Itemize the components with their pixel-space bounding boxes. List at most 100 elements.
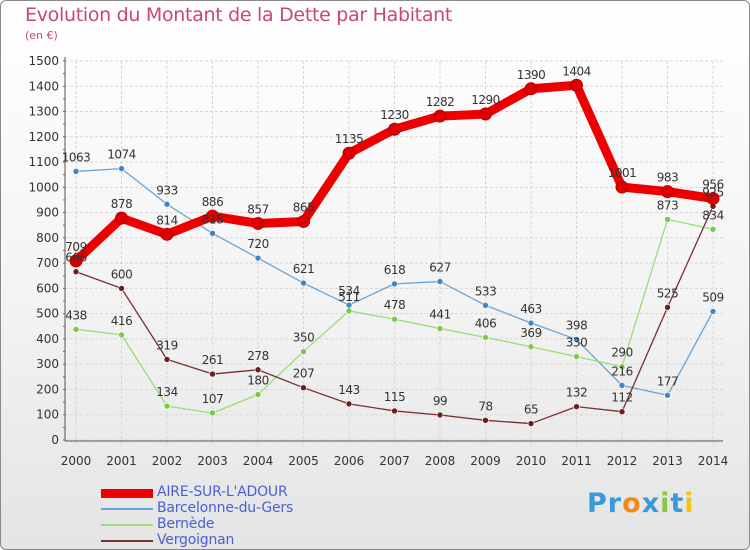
data-label: 290 xyxy=(611,346,632,360)
data-point xyxy=(573,403,580,410)
data-label: 134 xyxy=(156,385,177,399)
data-point xyxy=(706,191,720,205)
data-label: 416 xyxy=(111,314,132,328)
data-label: 132 xyxy=(566,386,587,400)
logo-letter: P xyxy=(587,488,608,519)
data-point xyxy=(300,279,307,287)
data-label: 1063 xyxy=(62,150,91,164)
logo-letter: x xyxy=(641,488,661,519)
y-tick-label: 800 xyxy=(36,231,59,245)
data-label: 600 xyxy=(111,267,132,281)
data-point xyxy=(482,416,489,424)
data-point xyxy=(345,400,353,408)
data-label: 627 xyxy=(429,261,450,275)
y-tick-label: 500 xyxy=(36,307,59,321)
data-point xyxy=(254,254,262,262)
y-tick-label: 200 xyxy=(36,382,59,396)
data-label: 666 xyxy=(65,251,86,265)
data-point xyxy=(69,254,83,268)
y-tick-label: 400 xyxy=(36,332,59,346)
y-tick-label: 300 xyxy=(36,357,59,371)
x-tick-label: 2008 xyxy=(425,454,456,468)
data-label: 933 xyxy=(156,183,177,197)
y-tick-label: 1200 xyxy=(28,130,59,144)
data-point xyxy=(163,200,171,208)
data-point xyxy=(163,402,171,410)
data-point xyxy=(527,343,535,351)
data-label: 350 xyxy=(293,331,314,345)
data-point xyxy=(664,216,671,223)
data-point xyxy=(664,304,671,311)
logo-letter: i xyxy=(660,488,671,519)
data-label: 709 xyxy=(65,240,86,254)
data-label: 865 xyxy=(293,200,314,214)
data-label: 720 xyxy=(247,237,268,251)
data-point xyxy=(436,325,444,332)
legend-label: Vergoignan xyxy=(157,532,235,548)
data-point xyxy=(661,185,674,199)
data-label: 319 xyxy=(156,338,177,352)
data-point xyxy=(160,227,174,241)
y-tick-label: 1500 xyxy=(28,54,59,68)
legend-label: Bernède xyxy=(157,516,215,532)
data-point xyxy=(709,308,717,315)
legend-item: Vergoignan xyxy=(101,532,361,549)
x-tick-label: 2010 xyxy=(516,454,547,468)
logo-letter: o xyxy=(622,488,642,519)
data-point xyxy=(342,146,356,160)
data-label: 886 xyxy=(202,195,223,209)
data-label: 406 xyxy=(475,316,496,330)
data-label: 878 xyxy=(111,197,132,211)
data-point xyxy=(254,391,262,398)
data-label: 278 xyxy=(247,349,268,363)
y-tick-label: 1300 xyxy=(28,105,59,119)
data-label: 438 xyxy=(65,308,86,322)
x-tick-label: 2011 xyxy=(561,454,592,468)
data-point xyxy=(664,391,671,399)
data-point xyxy=(615,180,629,194)
x-tick-label: 2014 xyxy=(698,454,729,468)
data-label: 78 xyxy=(478,399,492,413)
data-point xyxy=(618,363,626,371)
data-point xyxy=(433,109,447,123)
legend-swatch xyxy=(101,489,153,498)
data-point xyxy=(479,107,492,121)
data-label: 65 xyxy=(524,403,538,417)
y-tick-label: 100 xyxy=(36,408,59,422)
y-tick-label: 1000 xyxy=(28,180,59,194)
x-tick-label: 2004 xyxy=(243,454,274,468)
data-point xyxy=(709,225,717,233)
data-label: 107 xyxy=(202,392,223,406)
data-label: 115 xyxy=(384,390,405,404)
data-label: 216 xyxy=(611,364,632,378)
logo-letter: r xyxy=(607,488,623,519)
data-label: 207 xyxy=(293,367,314,381)
x-tick-label: 2012 xyxy=(607,454,638,468)
x-tick-label: 2003 xyxy=(197,454,228,468)
data-point xyxy=(570,78,583,92)
legend-item: Barcelonne-du-Gers xyxy=(101,500,361,517)
data-label: 533 xyxy=(475,284,496,298)
y-tick-label: 600 xyxy=(36,281,59,295)
x-tick-label: 2009 xyxy=(470,454,501,468)
data-label: 463 xyxy=(520,302,541,316)
legend-label: AIRE-SUR-L'ADOUR xyxy=(157,484,288,500)
data-label: 180 xyxy=(247,374,268,388)
data-point xyxy=(391,407,398,415)
data-label: 857 xyxy=(247,202,268,216)
legend-swatch xyxy=(101,508,153,510)
y-axis-unit: (en €) xyxy=(25,29,58,42)
data-label: 525 xyxy=(657,286,678,300)
y-tick-label: 1100 xyxy=(28,155,59,169)
data-label: 873 xyxy=(657,198,678,212)
data-point xyxy=(118,285,125,292)
data-label: 1135 xyxy=(335,132,364,146)
data-label: 1230 xyxy=(380,108,409,122)
data-point xyxy=(297,214,310,228)
y-tick-label: 700 xyxy=(36,256,59,270)
logo-letter: t xyxy=(670,488,685,519)
data-point xyxy=(209,230,216,237)
axes: 0 100 200 300 400 500 600 700 800 900 1000 1100 1200… xyxy=(28,54,728,468)
data-point xyxy=(163,356,171,363)
